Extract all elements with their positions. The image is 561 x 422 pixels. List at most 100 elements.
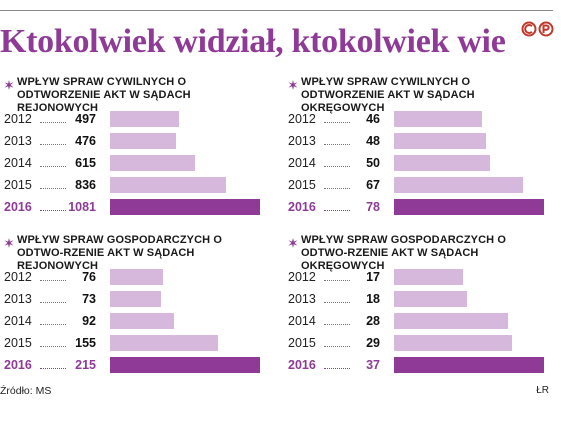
bar-row: 2012 76 xyxy=(0,268,266,286)
bar xyxy=(110,313,174,329)
bar xyxy=(394,357,544,373)
bar-row: 2014 28 xyxy=(284,312,550,330)
value-label: 46 xyxy=(366,112,380,126)
bar-row: 2015 155 xyxy=(0,334,266,352)
cp-logo-icon xyxy=(521,21,555,37)
bar xyxy=(394,199,544,215)
panel-civil-district: Wpływ spraw cywilnych o odtworzenie akt … xyxy=(0,76,266,224)
bar-row: 2015 29 xyxy=(284,334,550,352)
year-label: 2012 xyxy=(288,112,316,126)
panel-title: Wpływ spraw gospodarczych o odtwo-rzenie… xyxy=(17,234,222,272)
dot-leader xyxy=(40,324,66,325)
bar xyxy=(110,111,179,127)
year-label: 2014 xyxy=(4,156,32,170)
year-label: 2016 xyxy=(4,200,32,214)
panel-title: Wpływ spraw cywilnych o odtworzenie akt … xyxy=(301,76,475,114)
bar xyxy=(110,133,176,149)
bar-row: 2012 17 xyxy=(284,268,550,286)
value-label: 215 xyxy=(75,358,96,372)
bar-row: 2016 37 xyxy=(284,356,550,374)
year-label: 2016 xyxy=(288,200,316,214)
year-label: 2016 xyxy=(4,358,32,372)
bar-row: 2013 73 xyxy=(0,290,266,308)
value-label: 18 xyxy=(366,292,380,306)
bar-row: 2013 18 xyxy=(284,290,550,308)
bar-row: 2016 215 xyxy=(0,356,266,374)
dot-leader xyxy=(324,324,350,325)
value-label: 67 xyxy=(366,178,380,192)
bar xyxy=(394,155,490,171)
year-label: 2013 xyxy=(288,134,316,148)
year-label: 2015 xyxy=(4,178,32,192)
year-label: 2012 xyxy=(4,270,32,284)
bar-row: 2014 92 xyxy=(0,312,266,330)
year-label: 2013 xyxy=(288,292,316,306)
bar-row: 2013 476 xyxy=(0,132,266,150)
dot-leader xyxy=(324,144,350,145)
bar xyxy=(110,269,163,285)
top-rule xyxy=(0,10,553,11)
dot-leader xyxy=(40,368,66,369)
dot-leader xyxy=(324,280,350,281)
year-label: 2015 xyxy=(4,336,32,350)
dot-leader xyxy=(324,368,350,369)
value-label: 476 xyxy=(75,134,96,148)
sparkle-icon xyxy=(4,235,14,248)
bar xyxy=(394,133,486,149)
sparkle-icon xyxy=(288,235,298,248)
dot-leader xyxy=(324,210,350,211)
author-initials: ŁR xyxy=(536,385,549,396)
bar xyxy=(394,111,482,127)
value-label: 836 xyxy=(75,178,96,192)
panel-title: Wpływ spraw gospodarczych o odtwo-rzenie… xyxy=(301,234,506,272)
bar xyxy=(394,335,512,351)
bar-row: 2012 46 xyxy=(284,110,550,128)
source-note: Źródło: MS xyxy=(0,385,52,397)
dot-leader xyxy=(40,210,66,211)
bar xyxy=(394,269,463,285)
year-label: 2012 xyxy=(4,112,32,126)
panel-commercial-district: Wpływ spraw gospodarczych o odtwo-rzenie… xyxy=(0,234,266,382)
dot-leader xyxy=(40,188,66,189)
bar xyxy=(110,335,218,351)
headline: Ktokolwiek widział, ktokolwiek wie xyxy=(0,23,506,60)
value-label: 497 xyxy=(75,112,96,126)
bar-row: 2013 48 xyxy=(284,132,550,150)
bar-row: 2015 67 xyxy=(284,176,550,194)
value-label: 615 xyxy=(75,156,96,170)
year-label: 2012 xyxy=(288,270,316,284)
year-label: 2015 xyxy=(288,178,316,192)
bar xyxy=(394,291,467,307)
bar xyxy=(110,199,260,215)
bar-row: 2012 497 xyxy=(0,110,266,128)
value-label: 50 xyxy=(366,156,380,170)
year-label: 2014 xyxy=(4,314,32,328)
panel-commercial-regional: Wpływ spraw gospodarczych o odtwo-rzenie… xyxy=(284,234,550,382)
value-label: 92 xyxy=(82,314,96,328)
bar-row: 2015 836 xyxy=(0,176,266,194)
value-label: 78 xyxy=(366,200,380,214)
dot-leader xyxy=(324,166,350,167)
dot-leader xyxy=(40,166,66,167)
year-label: 2015 xyxy=(288,336,316,350)
dot-leader xyxy=(40,346,66,347)
sparkle-icon xyxy=(4,77,14,90)
bar xyxy=(394,313,508,329)
value-label: 1081 xyxy=(68,200,96,214)
bar-row: 2014 615 xyxy=(0,154,266,172)
dot-leader xyxy=(324,346,350,347)
bar xyxy=(110,155,195,171)
sparkle-icon xyxy=(288,77,298,90)
year-label: 2014 xyxy=(288,156,316,170)
year-label: 2014 xyxy=(288,314,316,328)
value-label: 73 xyxy=(82,292,96,306)
bar-row: 2016 78 xyxy=(284,198,550,216)
panel-title: Wpływ spraw cywilnych o odtworzenie akt … xyxy=(17,76,191,114)
dot-leader xyxy=(324,302,350,303)
year-label: 2013 xyxy=(4,134,32,148)
bar-row: 2016 1081 xyxy=(0,198,266,216)
value-label: 37 xyxy=(366,358,380,372)
value-label: 28 xyxy=(366,314,380,328)
value-label: 155 xyxy=(75,336,96,350)
dot-leader xyxy=(324,122,350,123)
